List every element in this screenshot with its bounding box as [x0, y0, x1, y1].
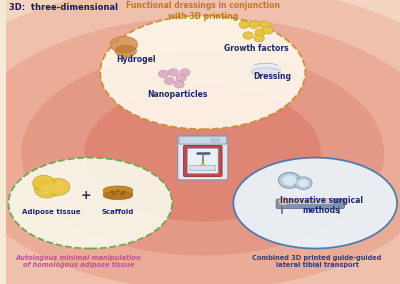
- Text: Scaffold: Scaffold: [102, 209, 134, 215]
- Bar: [282, 199, 333, 204]
- Ellipse shape: [8, 158, 172, 248]
- Circle shape: [158, 70, 168, 78]
- Circle shape: [122, 190, 126, 193]
- Circle shape: [255, 29, 265, 36]
- Circle shape: [278, 172, 300, 188]
- Text: Innovative surgical
methods: Innovative surgical methods: [280, 196, 363, 215]
- Text: 3D:  three-dimensional: 3D: three-dimensional: [10, 3, 118, 12]
- Circle shape: [254, 35, 264, 42]
- FancyBboxPatch shape: [188, 149, 218, 173]
- Circle shape: [239, 21, 249, 28]
- FancyBboxPatch shape: [276, 199, 344, 208]
- Text: Growth factors: Growth factors: [224, 44, 288, 53]
- Circle shape: [180, 69, 190, 76]
- Circle shape: [164, 77, 174, 85]
- Circle shape: [243, 32, 253, 39]
- Circle shape: [116, 189, 120, 192]
- Ellipse shape: [251, 63, 281, 73]
- Text: Functional dressings in conjunction
with 3D printing: Functional dressings in conjunction with…: [126, 1, 280, 21]
- Text: Dressing: Dressing: [253, 72, 291, 82]
- Text: Hydrogel: Hydrogel: [116, 55, 156, 64]
- Ellipse shape: [0, 17, 400, 284]
- Bar: [211, 139, 218, 142]
- Text: Adipose tissue: Adipose tissue: [22, 209, 80, 215]
- Ellipse shape: [201, 163, 205, 168]
- Circle shape: [168, 69, 178, 76]
- Circle shape: [282, 175, 297, 185]
- FancyBboxPatch shape: [190, 165, 216, 171]
- Ellipse shape: [110, 36, 138, 53]
- Ellipse shape: [84, 85, 321, 222]
- Ellipse shape: [103, 186, 133, 195]
- Text: +: +: [81, 189, 92, 202]
- Circle shape: [40, 184, 54, 194]
- Circle shape: [260, 21, 270, 28]
- Circle shape: [52, 182, 64, 191]
- FancyBboxPatch shape: [179, 136, 227, 144]
- Circle shape: [33, 175, 55, 191]
- Bar: [251, 65, 281, 72]
- Circle shape: [34, 180, 60, 198]
- FancyBboxPatch shape: [178, 135, 228, 180]
- Ellipse shape: [251, 68, 281, 76]
- Circle shape: [112, 193, 116, 195]
- Circle shape: [263, 27, 273, 34]
- Text: Nanoparticles: Nanoparticles: [147, 90, 207, 99]
- Ellipse shape: [115, 45, 137, 57]
- Ellipse shape: [100, 16, 305, 129]
- Circle shape: [298, 179, 308, 187]
- FancyBboxPatch shape: [184, 145, 222, 177]
- Circle shape: [46, 178, 70, 195]
- Circle shape: [249, 21, 259, 28]
- Circle shape: [295, 177, 312, 189]
- Circle shape: [110, 190, 114, 193]
- Circle shape: [176, 74, 186, 82]
- Circle shape: [174, 81, 184, 88]
- Bar: [103, 190, 133, 195]
- Text: Autologous minimal manipulation
of homologous adipose tissue: Autologous minimal manipulation of homol…: [16, 255, 141, 268]
- Circle shape: [120, 193, 124, 195]
- Circle shape: [278, 198, 289, 205]
- Text: Combined 3D printed guide-guided
lateral tibial transport: Combined 3D printed guide-guided lateral…: [252, 255, 382, 268]
- Ellipse shape: [21, 51, 384, 256]
- Ellipse shape: [233, 158, 397, 248]
- Ellipse shape: [103, 191, 133, 200]
